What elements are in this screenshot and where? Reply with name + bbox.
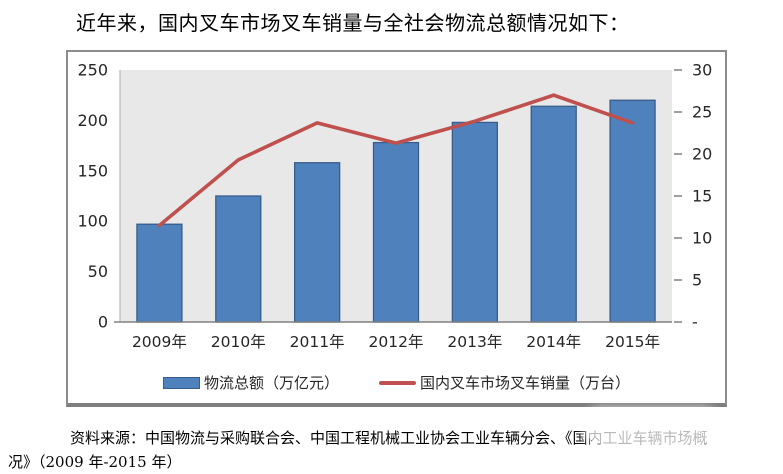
legend-line-swatch-icon bbox=[379, 380, 416, 385]
left-axis-tick-label: 100 bbox=[77, 212, 108, 231]
legend-item-logistics: 物流总额（万亿元） bbox=[162, 372, 339, 393]
right-axis-tick-label: 20 bbox=[692, 145, 712, 164]
source-line-1: 资料来源：中国物流与采购联合会、中国工程机械工业协会工业车辆分会、《国内工业车辆… bbox=[70, 429, 708, 447]
x-axis-label: 2012年 bbox=[369, 333, 424, 351]
right-axis-tick-label: 30 bbox=[692, 61, 712, 80]
bar-2011年 bbox=[293, 162, 341, 323]
legend-bar-label: 物流总额（万亿元） bbox=[203, 374, 339, 392]
bar-2010年 bbox=[215, 195, 262, 323]
bar-2014年 bbox=[530, 105, 577, 323]
left-axis-tick-label: 250 bbox=[77, 61, 108, 80]
legend-line-label: 国内叉车市场叉车销量（万台） bbox=[420, 374, 631, 392]
left-axis-tick-label: 150 bbox=[77, 161, 108, 180]
page-title: 近年来，国内叉车市场叉车销量与全社会物流总额情况如下： bbox=[76, 11, 630, 35]
x-axis-label: 2011年 bbox=[290, 333, 345, 351]
right-axis-tick-label: - bbox=[692, 313, 698, 332]
left-axis-tick-label: 50 bbox=[88, 262, 108, 281]
bar-2009年 bbox=[136, 223, 183, 323]
chart-frame: 250 200 150 100 50 0 30 25 20 15 10 5 - 2009年 2010年 201… bbox=[66, 50, 727, 407]
watermark-overlay bbox=[586, 411, 718, 444]
x-axis-label: 2015年 bbox=[605, 333, 660, 351]
bar-2012年 bbox=[372, 141, 420, 323]
right-axis-tick-label: 5 bbox=[692, 271, 702, 290]
x-axis-label: 2013年 bbox=[447, 333, 502, 351]
source-line-2: 况》（2009 年-2015 年） bbox=[8, 453, 182, 471]
bar-2015年 bbox=[609, 99, 656, 323]
x-axis-label: 2010年 bbox=[211, 333, 266, 351]
x-axis-label: 2009年 bbox=[132, 333, 187, 351]
left-axis-tick-label: 0 bbox=[98, 313, 108, 332]
legend-bar-swatch-icon bbox=[162, 376, 200, 389]
right-axis-tick-label: 25 bbox=[692, 103, 712, 122]
left-axis-tick-label: 200 bbox=[77, 111, 108, 130]
right-axis-tick-label: 10 bbox=[692, 229, 712, 248]
legend-item-forklift: 国内叉车市场叉车销量（万台） bbox=[379, 372, 630, 393]
sales-line bbox=[157, 93, 635, 228]
right-axis-tick-label: 15 bbox=[692, 187, 712, 206]
combo-chart: 250 200 150 100 50 0 30 25 20 15 10 5 - 2009年 2010年 201… bbox=[77, 61, 712, 352]
x-axis-label: 2014年 bbox=[526, 333, 581, 351]
chart-legend: 物流总额（万亿元） 国内叉车市场叉车销量（万台） bbox=[68, 372, 725, 393]
bar-2013年 bbox=[451, 121, 499, 323]
